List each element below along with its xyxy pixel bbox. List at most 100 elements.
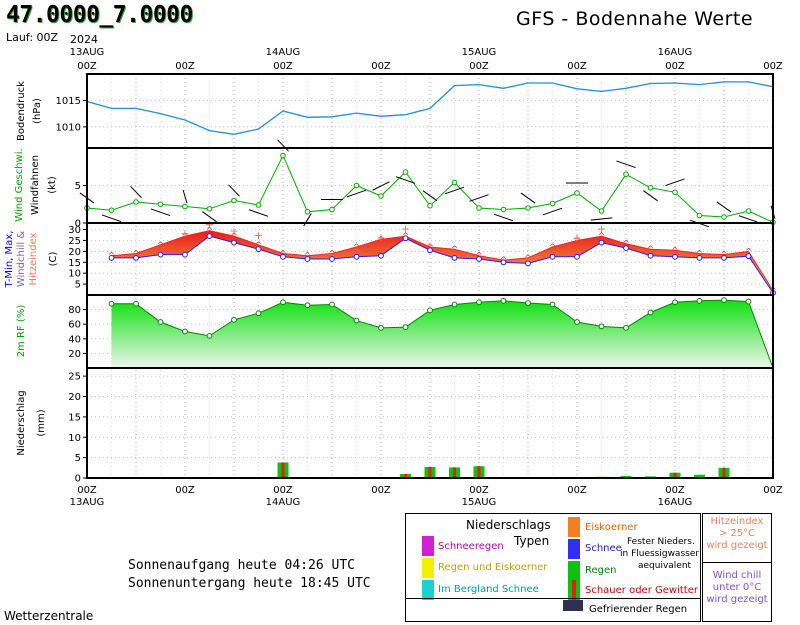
- tmin-point: [255, 246, 262, 253]
- bottom-date-label: 16AUG: [658, 497, 693, 508]
- rh-point: [500, 297, 507, 304]
- windchill-note-line1: Wind chill: [712, 570, 762, 581]
- y-tick-label: 5: [75, 181, 81, 192]
- tmin-point: [231, 239, 237, 246]
- tmin-point: [500, 259, 507, 266]
- bottom-date-label: 14AUG: [266, 497, 301, 508]
- wind-barb: [150, 208, 171, 217]
- y-tick-label: 60: [68, 320, 81, 331]
- legend-fester-line3: aequivalent: [638, 561, 692, 571]
- windchill-note-line3: wird gezeigt: [706, 594, 768, 605]
- wind-speed-point: [133, 199, 139, 205]
- notes-divider: [703, 562, 771, 563]
- legend-label-eiskoerner: Eiskoerner: [585, 522, 638, 533]
- tmax-marker: ^: [451, 245, 459, 255]
- bottom-hour-label: 00Z: [469, 485, 489, 496]
- y-tick-label: 0: [75, 474, 81, 485]
- tmin-point: [696, 255, 703, 261]
- rh-point: [304, 302, 311, 309]
- heat-index-marker: +: [229, 225, 238, 238]
- tmax-marker: ^: [132, 250, 140, 260]
- rh-point: [598, 323, 605, 330]
- tmin-point: [647, 252, 654, 259]
- rh-point: [402, 324, 409, 331]
- precip-shower-bar: [477, 466, 481, 478]
- legend-label-regen-eiskoerner: Regen und Eiskoerner: [438, 562, 548, 573]
- wind-ylabel: Windfahnen: [30, 155, 41, 215]
- top-hour-label: 00Z: [567, 61, 587, 72]
- temperature-range-fill: [111, 230, 773, 293]
- rh-point: [427, 307, 433, 314]
- pressure-ylabel: (hPa): [32, 98, 43, 124]
- top-hour-label: 00Z: [371, 61, 391, 72]
- precip-ylabel: (mm): [36, 409, 47, 436]
- y-tick-label: 10: [68, 433, 81, 444]
- y-tick-label: 20: [68, 247, 81, 258]
- tmin-point: [623, 245, 629, 251]
- legend-label-schauer-gewitter: Schauer oder Gewitter: [585, 585, 698, 596]
- sunrise-text: Sonnenaufgang heute 04:26 UTC: [128, 558, 355, 573]
- tmin-point: [745, 253, 752, 260]
- precip-bar: [694, 474, 705, 478]
- y-tick-label: 40: [68, 334, 81, 345]
- heat-index-marker: +: [401, 223, 410, 236]
- wind-barb: [101, 214, 122, 223]
- y-tick-label: 20: [68, 349, 81, 360]
- wind-barb: [277, 139, 289, 152]
- tmax-marker: ^: [745, 247, 753, 257]
- wind-speed-point: [280, 152, 286, 159]
- wind-speed-point: [378, 193, 384, 199]
- legend-label-regen: Regen: [585, 565, 617, 576]
- y-tick-label: 15: [68, 412, 81, 423]
- precip-shower-bar: [722, 467, 726, 478]
- tmax-marker: ^: [598, 232, 606, 242]
- chart-main-title: GFS - Bodennahe Werte: [516, 8, 754, 30]
- bottom-hour-label: 00Z: [175, 485, 195, 496]
- y-tick-label: 5: [75, 453, 81, 464]
- legend-label-schneeregen: Schneeregen: [438, 541, 504, 552]
- tmax-marker: ^: [402, 232, 410, 242]
- legend-bottom-divider: [406, 598, 700, 599]
- pressure-ylabel: Bodendruck: [16, 81, 27, 141]
- wind-speed-point: [525, 205, 531, 211]
- temperature-ylabel: T-Min, Max,: [4, 231, 15, 289]
- precipitation-legend: Niederschlags Typen Schneeregen Regen un…: [405, 513, 701, 622]
- wind-speed-point: [672, 189, 678, 196]
- rh-point: [525, 300, 531, 306]
- y-tick-label: 10: [68, 269, 81, 280]
- precip-shower-bar: [404, 473, 407, 478]
- wind-speed-point: [108, 207, 115, 214]
- legend-swatch-regen: [568, 561, 580, 581]
- wind-speed-point: [231, 197, 237, 204]
- top-date-label: 13AUG: [70, 47, 105, 58]
- legend-label-bergland-schnee: Im Bergland Schnee: [438, 584, 539, 595]
- wind-speed-point: [304, 208, 311, 215]
- y-tick-label: 30: [68, 225, 81, 236]
- notes-box: Hitzeindex > 25°C wird gezeigt Wind chil…: [702, 513, 772, 622]
- wind-barb: [590, 217, 613, 221]
- heat-index-marker: +: [376, 231, 385, 244]
- credit-text: Wetterzentrale: [4, 609, 94, 623]
- precip-shower-bar: [673, 472, 677, 478]
- wind-barb: [248, 209, 269, 217]
- top-hour-label: 00Z: [175, 61, 195, 72]
- windchill-note-line2: unter 0°C: [712, 582, 762, 593]
- legend-swatch-bergland-schnee: [422, 580, 434, 600]
- top-hour-label: 00Z: [273, 61, 293, 72]
- precip-shower-bar: [428, 467, 432, 478]
- top-date-label: 16AUG: [658, 47, 693, 58]
- legend-swatch-regen-eiskoerner: [422, 558, 434, 578]
- hitzeindex-note-line2: > 25°C: [718, 528, 756, 539]
- wind-speed-point: [157, 201, 164, 208]
- wind-speed-point: [476, 205, 482, 211]
- chart-gridlines: [86, 74, 774, 479]
- meteogram-chart: ^ ^^^+ ^+^+^+^ ^ ^^^+ ^+^ ^^ ^ ^^^+ ^+^^ ^ ^ ^ ^^ 101…: [4, 47, 783, 508]
- windchill-note: Wind chill unter 0°C wird gezeigt: [703, 570, 771, 606]
- tmin-point: [304, 256, 311, 262]
- tmin-point: [525, 260, 531, 267]
- top-hour-label: 00Z: [665, 61, 685, 72]
- wind-barb: [303, 213, 312, 227]
- tmin-point: [402, 235, 409, 242]
- legend-label-schnee: Schnee: [585, 543, 622, 554]
- rh-point: [672, 299, 678, 306]
